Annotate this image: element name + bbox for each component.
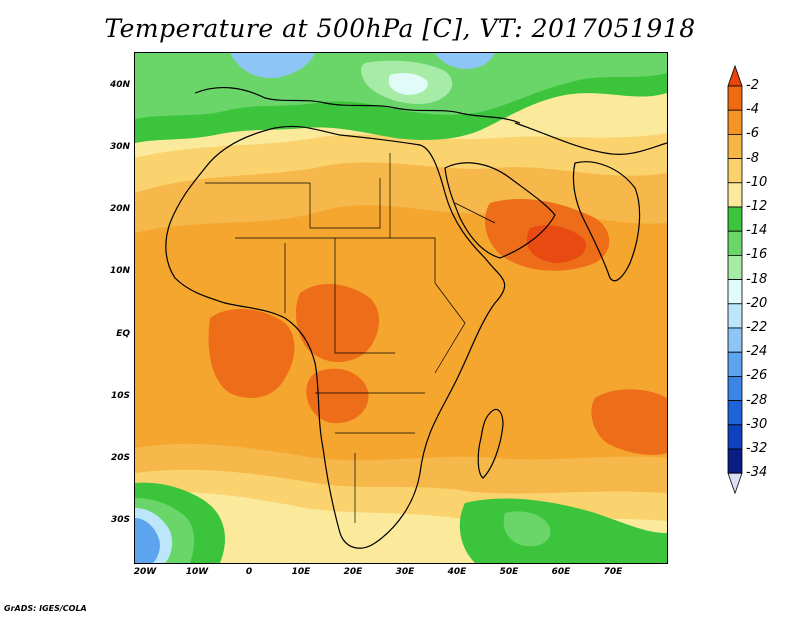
map-canvas — [135, 53, 667, 563]
colorbar-swatch — [727, 134, 743, 160]
footer-credit: GrADS: IGES/COLA — [4, 604, 87, 613]
europe-coastline — [194, 87, 521, 124]
x-tick-label: 60E — [551, 567, 571, 577]
field-north-blue-2 — [435, 53, 495, 69]
colorbar-label: -24 — [746, 344, 768, 360]
field-angola-dark-orange — [306, 368, 369, 424]
field-arabia-red — [526, 225, 586, 263]
colorbar-label: -2 — [746, 78, 759, 93]
border-1 — [205, 178, 381, 229]
colorbar-swatch — [727, 327, 743, 353]
colorbar-label: -20 — [746, 295, 768, 311]
colorbar-label: -4 — [746, 102, 759, 118]
colorbar-swatch — [727, 424, 743, 450]
border-4 — [334, 238, 395, 354]
border-2 — [235, 237, 436, 283]
india-coastline — [572, 161, 641, 282]
x-tick-label: 20E — [343, 567, 363, 577]
colorbar-label: -10 — [746, 174, 768, 190]
x-tick-label: 50E — [499, 567, 519, 577]
x-tick-label: 10W — [185, 567, 209, 577]
border-10 — [454, 202, 496, 224]
x-tick-label: 30E — [395, 567, 415, 577]
colorbar-swatch — [727, 303, 743, 329]
border-9 — [434, 282, 466, 374]
colorbar-swatch — [727, 182, 743, 208]
field-congo-dark-orange — [295, 283, 380, 363]
colorbar-swatch — [727, 158, 743, 184]
y-tick-label: 40N — [109, 80, 130, 90]
colorbar-label: -18 — [746, 271, 768, 287]
colorbar-swatch — [727, 351, 743, 377]
colorbar — [727, 64, 743, 495]
colorbar-label: -28 — [746, 392, 768, 408]
colorbar-swatch — [727, 64, 743, 87]
asia-coastline — [514, 122, 667, 155]
map-title: Temperature at 500hPa [C], VT: 201705191… — [104, 14, 696, 43]
colorbar-label: -34 — [746, 465, 768, 481]
y-tick-label: 20S — [110, 453, 130, 463]
y-tick-label: 30N — [109, 142, 130, 152]
colorbar-swatch — [727, 375, 743, 401]
colorbar-swatch — [727, 448, 743, 474]
x-tick-label: 40E — [447, 567, 467, 577]
colorbar-label: -6 — [746, 126, 759, 142]
africa-coastline — [165, 125, 506, 549]
temperature-map — [134, 52, 668, 564]
coastlines — [165, 87, 667, 549]
y-tick-label: 30S — [110, 515, 130, 525]
country-borders — [205, 153, 496, 523]
y-tick-label: EQ — [116, 329, 130, 339]
colorbar-label: -8 — [746, 150, 759, 166]
x-tick-label: 0 — [245, 567, 253, 577]
x-tick-label: 70E — [603, 567, 623, 577]
colorbar-label: -26 — [746, 368, 768, 384]
y-tick-label: 20N — [109, 204, 130, 214]
colorbar-label: -30 — [746, 416, 768, 432]
colorbar-swatch — [727, 109, 743, 135]
colorbar-swatch — [727, 400, 743, 426]
madagascar-coastline — [477, 408, 504, 479]
colorbar-swatch — [727, 279, 743, 305]
x-tick-label: 20W — [133, 567, 157, 577]
y-tick-label: 10N — [109, 266, 130, 276]
field-south-blue — [135, 518, 160, 563]
field-north-pale-blue — [388, 73, 428, 95]
colorbar-swatch — [727, 85, 743, 111]
colorbar-label: -32 — [746, 441, 768, 456]
x-tick-label: 10E — [291, 567, 311, 577]
colorbar-swatch — [727, 230, 743, 256]
field-indian-ocean-dark-orange — [591, 389, 667, 455]
colorbar-label: -16 — [746, 247, 768, 263]
arabia-coastline — [444, 162, 556, 259]
colorbar-label: -14 — [746, 223, 768, 239]
colorbar-swatch — [727, 254, 743, 280]
field-central-dark-orange — [208, 308, 295, 398]
y-tick-label: 10S — [110, 391, 130, 401]
field-north-blue — [230, 53, 315, 79]
colorbar-label: -12 — [746, 199, 768, 214]
colorbar-label: -22 — [746, 320, 768, 335]
colorbar-swatch — [727, 206, 743, 232]
colorbar-swatch — [727, 472, 743, 495]
field-south-light-green-2 — [503, 511, 551, 547]
